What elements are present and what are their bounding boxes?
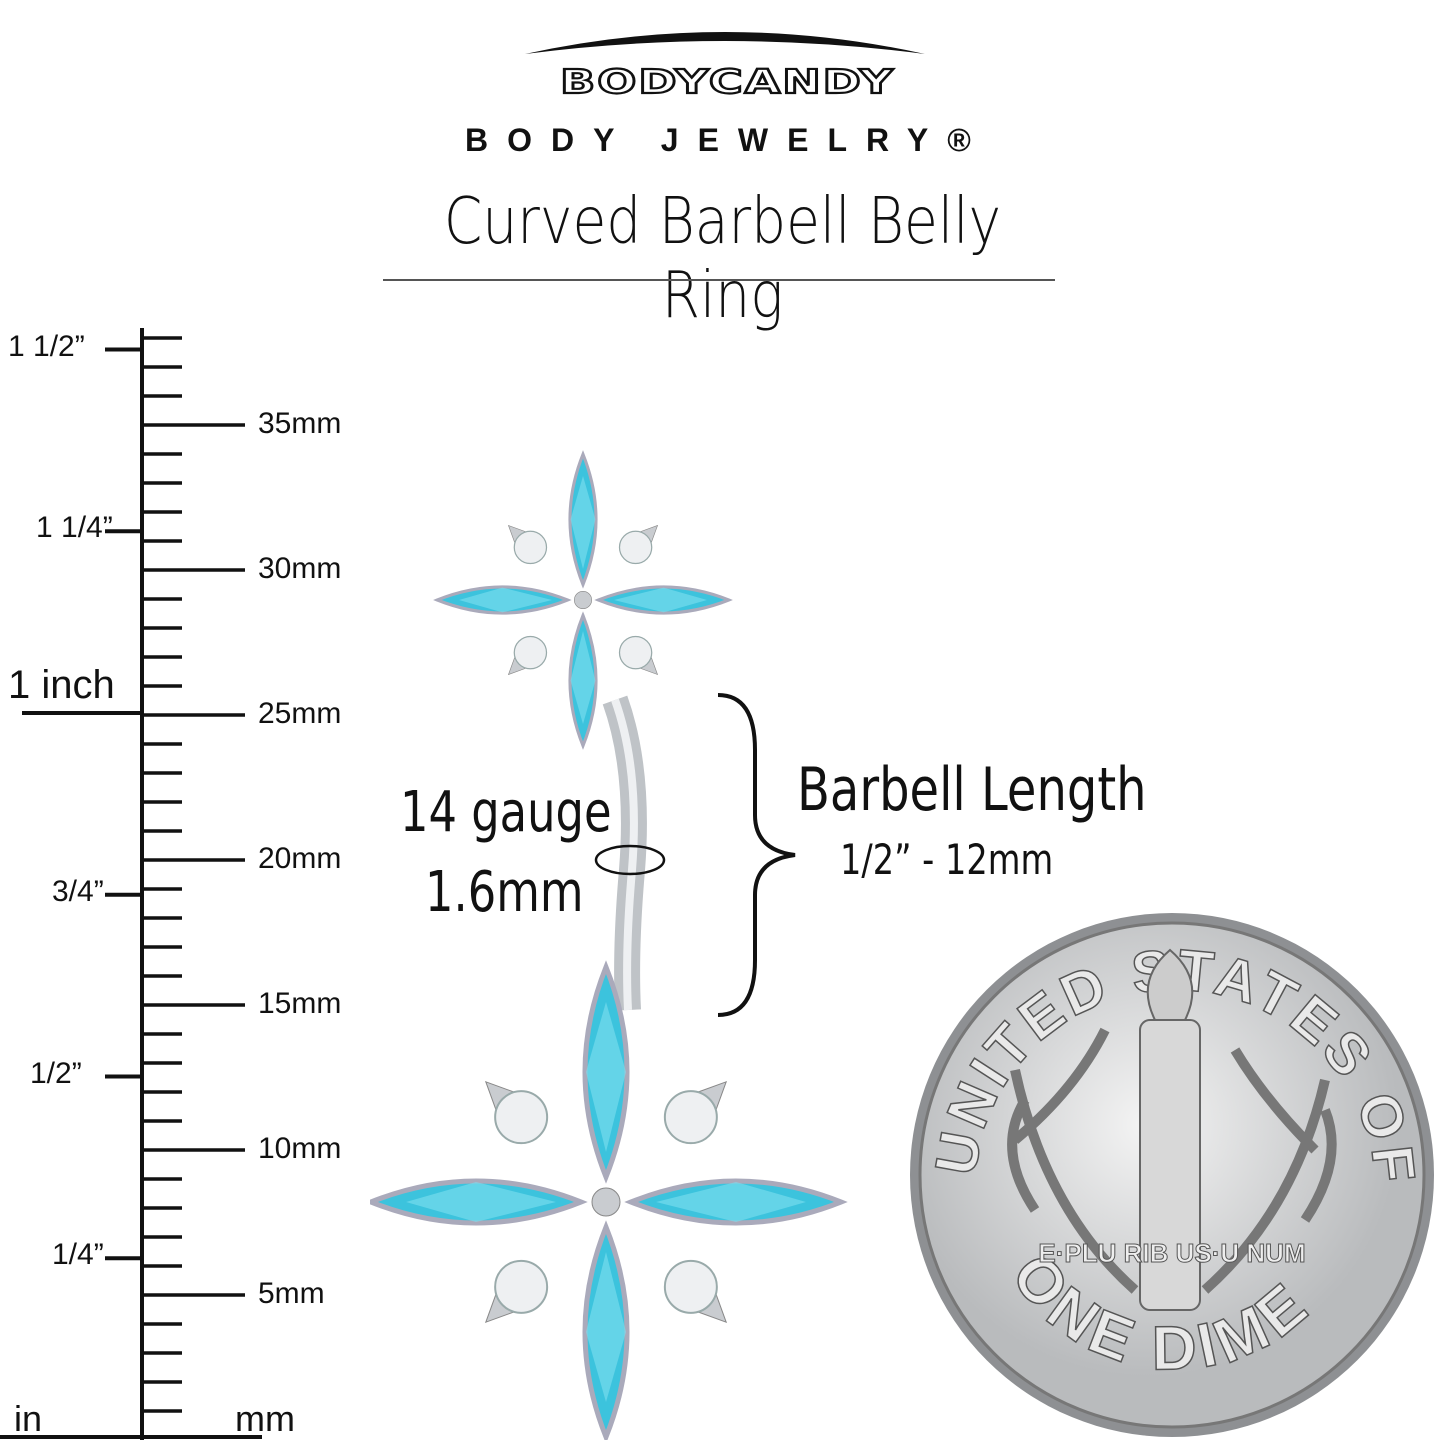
inch-label: 1/2” (30, 1056, 82, 1090)
mm-label: 20mm (258, 842, 342, 875)
dime-coin: UNITED STATES OF AMERICA ONE DIME E·PLU … (905, 910, 1434, 1437)
brand-logo: BODYCANDY (559, 61, 895, 102)
inch-label: 1 1/2” (8, 329, 85, 363)
barbell-length-label: Barbell Length (797, 755, 1147, 825)
mm-label: 35mm (258, 407, 342, 440)
pearl (663, 1259, 718, 1314)
mm-label: 15mm (258, 987, 342, 1020)
pearl (494, 1259, 549, 1314)
logo-arc (525, 32, 925, 54)
inch-label: 1 inch (8, 663, 115, 707)
inch-label: 3/4” (52, 874, 104, 908)
belly-ring-image (370, 450, 848, 1440)
brand-subtitle: BODY JEWELRY® (465, 122, 990, 158)
ruler-unit-in: in (14, 1398, 43, 1439)
pearl (494, 1090, 549, 1145)
mm-label: 25mm (258, 697, 342, 730)
pearl (618, 530, 653, 565)
pearl (513, 530, 548, 565)
mm-label: 10mm (258, 1132, 342, 1165)
mm-label: 30mm (258, 552, 342, 585)
ruler (0, 328, 262, 1440)
inch-label: 1/4” (52, 1238, 104, 1272)
gauge-mm-label: 1.6mm (425, 860, 584, 925)
pearl (663, 1090, 718, 1145)
svg-text:E·PLU RIB US·U NUM: E·PLU RIB US·U NUM (1038, 1238, 1305, 1268)
pearl (513, 635, 548, 670)
pearl (618, 635, 653, 670)
mm-label: 5mm (258, 1277, 325, 1310)
gauge-label: 14 gauge (400, 780, 612, 845)
barbell-length-value: 1/2” - 12mm (840, 835, 1054, 884)
bottom-flower-charm (370, 960, 848, 1440)
inch-label: 1 1/4” (36, 511, 113, 545)
ruler-unit-mm: mm (235, 1398, 295, 1439)
page-title: Curved Barbell Belly Ring (443, 185, 1002, 333)
top-flower-charm (433, 450, 733, 750)
gauge-ring-indicator (594, 844, 666, 876)
title-underline (383, 279, 1055, 281)
barbell-length-brace (717, 693, 796, 1017)
